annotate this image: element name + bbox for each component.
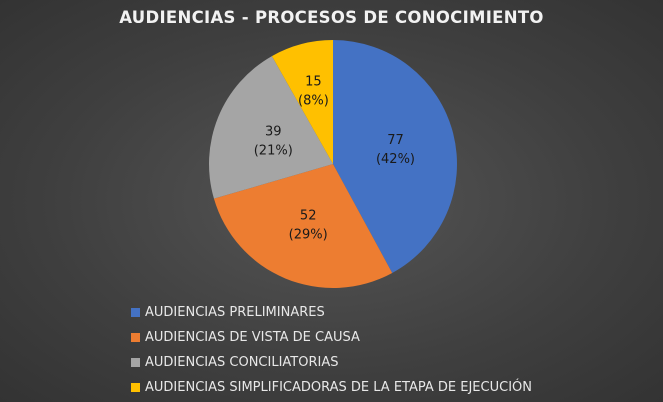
slice-percent-label: (21%)	[254, 144, 293, 159]
legend-swatch-blue	[131, 308, 140, 317]
slice-value-label: 52	[300, 209, 317, 224]
pie-slice-simplificadoras	[271, 40, 333, 164]
legend: AUDIENCIAS PRELIMINARES AUDIENCIAS DE VI…	[131, 300, 532, 400]
legend-label: AUDIENCIAS PRELIMINARES	[145, 305, 325, 320]
legend-item-preliminares: AUDIENCIAS PRELIMINARES	[131, 300, 532, 325]
legend-item-vista-de-causa: AUDIENCIAS DE VISTA DE CAUSA	[131, 325, 532, 350]
legend-swatch-gray	[131, 358, 140, 367]
legend-label: AUDIENCIAS SIMPLIFICADORAS DE LA ETAPA D…	[145, 380, 532, 395]
chart-title: AUDIENCIAS - PROCESOS DE CONOCIMIENTO	[119, 8, 544, 27]
slice-percent-label: (42%)	[376, 152, 415, 167]
slice-percent-label: (29%)	[289, 228, 328, 243]
legend-item-conciliatorias: AUDIENCIAS CONCILIATORIAS	[131, 350, 532, 375]
slice-value-label: 15	[305, 75, 322, 90]
legend-label: AUDIENCIAS DE VISTA DE CAUSA	[145, 330, 360, 345]
legend-swatch-orange	[131, 333, 140, 342]
slice-percent-label: (8%)	[298, 94, 329, 109]
pie-slice-conciliatorias	[209, 56, 333, 199]
legend-item-simplificadoras: AUDIENCIAS SIMPLIFICADORAS DE LA ETAPA D…	[131, 375, 532, 400]
pie-slice-preliminares	[333, 40, 457, 273]
slice-value-label: 39	[265, 125, 282, 140]
slice-value-label: 77	[387, 133, 404, 148]
pie-plot-area: 77 (42%) 52 (29%) 39 (21%) 15 (8%)	[209, 40, 457, 288]
legend-swatch-yellow	[131, 383, 140, 392]
legend-label: AUDIENCIAS CONCILIATORIAS	[145, 355, 339, 370]
pie-slice-vista-de-causa	[213, 164, 393, 288]
